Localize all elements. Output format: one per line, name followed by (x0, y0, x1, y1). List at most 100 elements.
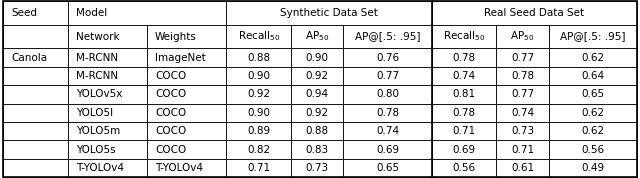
Bar (548, 67, 637, 85)
Text: 0.74: 0.74 (376, 126, 399, 136)
Bar (344, 67, 431, 85)
Text: 0.61: 0.61 (511, 163, 534, 173)
Text: COCO: COCO (155, 71, 186, 81)
Bar (147, 122, 227, 140)
Bar (227, 122, 291, 140)
Bar (344, 122, 431, 140)
Text: 0.83: 0.83 (306, 145, 329, 155)
Bar (3, 104, 68, 122)
Text: COCO: COCO (155, 126, 186, 136)
Text: YOLO5l: YOLO5l (76, 108, 113, 118)
Bar (147, 85, 227, 104)
Text: M-RCNN: M-RCNN (76, 71, 118, 81)
Text: Weights: Weights (155, 32, 196, 42)
Text: 0.62: 0.62 (581, 126, 604, 136)
Bar (147, 159, 227, 177)
Bar (548, 104, 637, 122)
Text: 0.56: 0.56 (452, 163, 476, 173)
Bar (227, 25, 291, 48)
Bar (291, 140, 344, 159)
Bar (3, 122, 68, 140)
Bar (3, 25, 68, 48)
Text: AP$_{50}$: AP$_{50}$ (510, 30, 534, 43)
Bar (291, 159, 344, 177)
Bar (68, 159, 147, 177)
Text: 0.77: 0.77 (511, 89, 534, 99)
Bar (431, 159, 497, 177)
Text: 0.65: 0.65 (581, 89, 604, 99)
Bar (3, 48, 68, 67)
Text: AP@[.5: .95]: AP@[.5: .95] (560, 32, 625, 42)
Bar (147, 140, 227, 159)
Bar (3, 159, 68, 177)
Bar (68, 1, 227, 25)
Text: Canola: Canola (11, 53, 47, 63)
Bar (147, 104, 227, 122)
Bar (3, 85, 68, 104)
Text: 0.90: 0.90 (247, 71, 270, 81)
Bar (344, 25, 431, 48)
Text: 0.71: 0.71 (247, 163, 270, 173)
Text: 0.74: 0.74 (511, 108, 534, 118)
Text: 0.94: 0.94 (306, 89, 329, 99)
Bar (548, 25, 637, 48)
Text: 0.88: 0.88 (306, 126, 329, 136)
Bar (3, 1, 68, 25)
Bar (497, 48, 548, 67)
Text: Real Seed Data Set: Real Seed Data Set (484, 8, 584, 18)
Text: Recall$_{50}$: Recall$_{50}$ (237, 30, 280, 43)
Text: 0.77: 0.77 (511, 53, 534, 63)
Text: 0.69: 0.69 (452, 145, 476, 155)
Text: 0.81: 0.81 (452, 89, 476, 99)
Bar (497, 25, 548, 48)
Text: 0.69: 0.69 (376, 145, 399, 155)
Text: AP@[.5: .95]: AP@[.5: .95] (355, 32, 420, 42)
Text: YOLOv5x: YOLOv5x (76, 89, 122, 99)
Bar (227, 67, 291, 85)
Text: 0.92: 0.92 (306, 108, 329, 118)
Bar (68, 25, 147, 48)
Text: 0.77: 0.77 (376, 71, 399, 81)
Bar (68, 67, 147, 85)
Text: Seed: Seed (11, 8, 37, 18)
Text: T-YOLOv4: T-YOLOv4 (76, 163, 124, 173)
Text: 0.88: 0.88 (247, 53, 270, 63)
Text: 0.62: 0.62 (581, 53, 604, 63)
Bar (227, 159, 291, 177)
Bar (431, 25, 497, 48)
Bar (431, 1, 637, 25)
Bar (68, 122, 147, 140)
Text: Network: Network (76, 32, 119, 42)
Text: 0.65: 0.65 (376, 163, 399, 173)
Bar (3, 140, 68, 159)
Bar (548, 140, 637, 159)
Bar (344, 159, 431, 177)
Bar (548, 85, 637, 104)
Bar (548, 159, 637, 177)
Bar (431, 67, 497, 85)
Bar (431, 122, 497, 140)
Text: 0.71: 0.71 (452, 126, 476, 136)
Text: T-YOLOv4: T-YOLOv4 (155, 163, 203, 173)
Bar (291, 122, 344, 140)
Bar (344, 48, 431, 67)
Bar (227, 140, 291, 159)
Text: 0.64: 0.64 (581, 71, 604, 81)
Bar (147, 67, 227, 85)
Text: 0.74: 0.74 (452, 71, 476, 81)
Bar (227, 1, 431, 25)
Text: 0.80: 0.80 (376, 89, 399, 99)
Bar (147, 25, 227, 48)
Bar (227, 85, 291, 104)
Text: Recall$_{50}$: Recall$_{50}$ (443, 30, 485, 43)
Bar (68, 104, 147, 122)
Text: 0.73: 0.73 (306, 163, 329, 173)
Bar (497, 122, 548, 140)
Bar (291, 48, 344, 67)
Text: 0.78: 0.78 (376, 108, 399, 118)
Bar (497, 85, 548, 104)
Text: 0.49: 0.49 (581, 163, 604, 173)
Bar (497, 67, 548, 85)
Bar (431, 104, 497, 122)
Text: 0.56: 0.56 (581, 145, 604, 155)
